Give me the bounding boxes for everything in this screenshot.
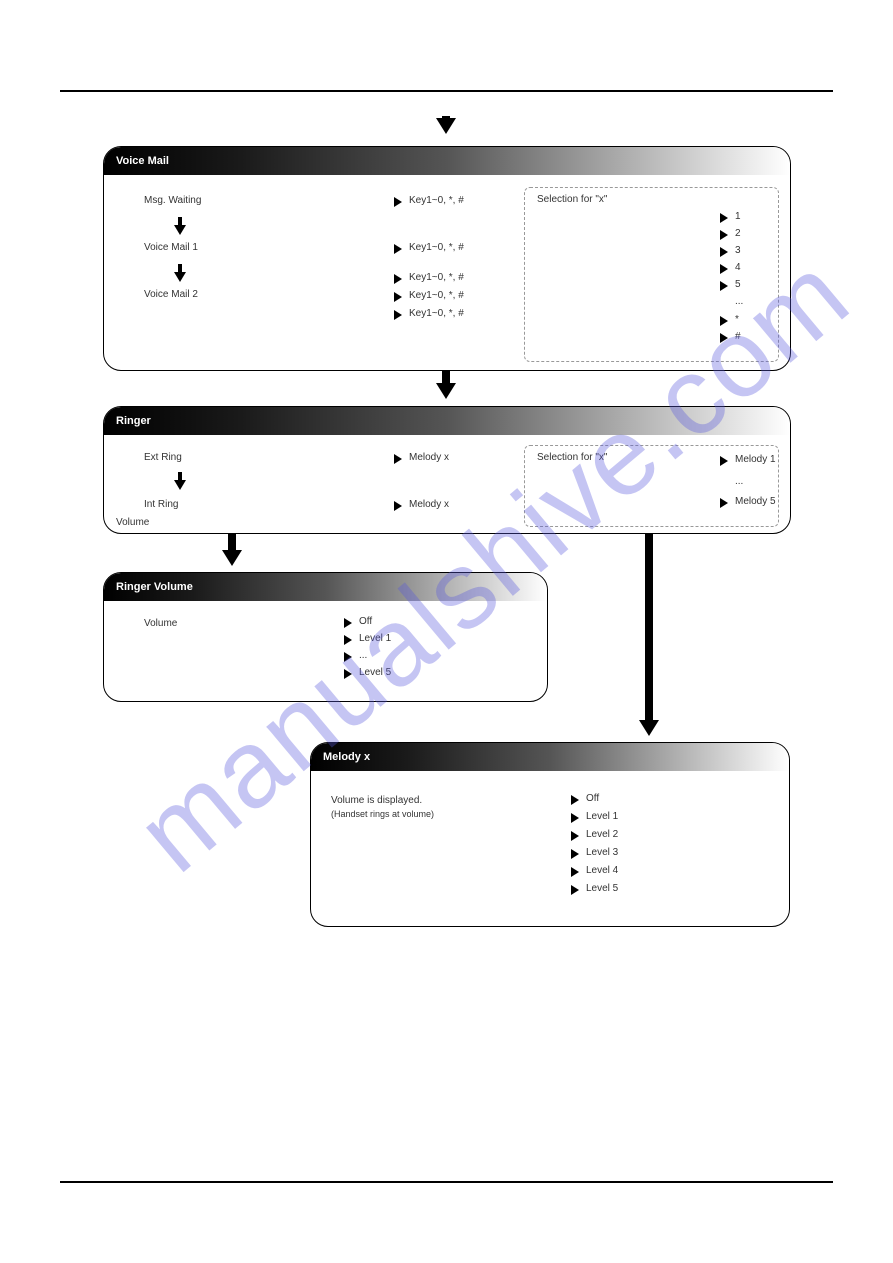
triangle-right-icon <box>720 247 728 257</box>
triangle-right-icon <box>571 795 579 805</box>
arrow-down-icon <box>174 272 186 282</box>
arrow-down-icon <box>436 118 456 134</box>
triangle-right-icon <box>720 333 728 343</box>
box-header: Ringer <box>104 407 790 435</box>
label: Int Ring <box>144 499 178 510</box>
label: Level 1 <box>586 811 618 822</box>
label: 1 <box>735 211 741 222</box>
triangle-right-icon <box>571 867 579 877</box>
label: * <box>735 314 739 325</box>
label: Level 2 <box>586 829 618 840</box>
dashed-panel: Selection for "x" Melody 1 ... Melody 5 <box>524 445 779 527</box>
label: Level 1 <box>359 633 391 644</box>
triangle-right-icon <box>571 885 579 895</box>
triangle-right-icon <box>344 652 352 662</box>
label: Melody x <box>409 452 449 463</box>
label: Level 4 <box>586 865 618 876</box>
triangle-right-icon <box>344 635 352 645</box>
label: Key1~0, *, # <box>409 242 464 253</box>
footer-rule <box>60 1181 833 1183</box>
melody-x-box: Melody x Volume is displayed. (Handset r… <box>310 742 790 927</box>
triangle-right-icon <box>720 264 728 274</box>
label: Volume <box>116 517 149 528</box>
arrow-down-icon <box>174 480 186 490</box>
label: Off <box>359 616 372 627</box>
label: ... <box>359 650 367 661</box>
box-header: Ringer Volume <box>104 573 547 601</box>
triangle-right-icon <box>344 618 352 628</box>
triangle-right-icon <box>720 316 728 326</box>
label: # <box>735 331 741 342</box>
label: Selection for "x" <box>537 452 607 463</box>
label: Off <box>586 793 599 804</box>
box-header: Voice Mail <box>104 147 790 175</box>
label: 5 <box>735 279 741 290</box>
arrow-down-icon <box>639 720 659 736</box>
triangle-right-icon <box>720 281 728 291</box>
label: ... <box>735 296 743 307</box>
triangle-right-icon <box>720 456 728 466</box>
label: Selection for "x" <box>537 194 607 205</box>
triangle-right-icon <box>344 669 352 679</box>
label: 2 <box>735 228 741 239</box>
label: Voice Mail 1 <box>144 242 198 253</box>
triangle-right-icon <box>394 292 402 302</box>
label: Level 3 <box>586 847 618 858</box>
ringer-box: Ringer Ext Ring Int Ring Melody x Melody… <box>103 406 791 534</box>
label: Key1~0, *, # <box>409 290 464 301</box>
triangle-right-icon <box>720 498 728 508</box>
label: (Handset rings at volume) <box>331 809 434 819</box>
triangle-right-icon <box>571 849 579 859</box>
triangle-right-icon <box>394 197 402 207</box>
label: ... <box>735 476 743 487</box>
label: Msg. Waiting <box>144 195 201 206</box>
label: Voice Mail 2 <box>144 289 198 300</box>
label: Melody 5 <box>735 496 776 507</box>
label: Ext Ring <box>144 452 182 463</box>
header-rule <box>60 90 833 92</box>
ringer-volume-box: Ringer Volume Volume Off Level 1 ... Lev… <box>103 572 548 702</box>
label: 3 <box>735 245 741 256</box>
triangle-right-icon <box>394 501 402 511</box>
triangle-right-icon <box>394 244 402 254</box>
label: Melody 1 <box>735 454 776 465</box>
dashed-panel: Selection for "x" 1 2 3 4 5 ... * # <box>524 187 779 362</box>
label: Level 5 <box>586 883 618 894</box>
label: Volume <box>144 618 177 629</box>
label: Melody x <box>409 499 449 510</box>
triangle-right-icon <box>720 230 728 240</box>
triangle-right-icon <box>571 831 579 841</box>
triangle-right-icon <box>394 454 402 464</box>
box-header: Melody x <box>311 743 789 771</box>
label: Volume is displayed. <box>331 795 422 806</box>
triangle-right-icon <box>394 274 402 284</box>
label: 4 <box>735 262 741 273</box>
triangle-right-icon <box>394 310 402 320</box>
arrow-down-icon <box>222 550 242 566</box>
connector <box>645 534 653 720</box>
triangle-right-icon <box>720 213 728 223</box>
triangle-right-icon <box>571 813 579 823</box>
arrow-down-icon <box>174 225 186 235</box>
label: Key1~0, *, # <box>409 272 464 283</box>
label: Key1~0, *, # <box>409 308 464 319</box>
page: Voice Mail Msg. Waiting Voice Mail 1 Voi… <box>0 0 893 1263</box>
arrow-down-icon <box>436 383 456 399</box>
label: Key1~0, *, # <box>409 195 464 206</box>
label: Level 5 <box>359 667 391 678</box>
voice-mail-box: Voice Mail Msg. Waiting Voice Mail 1 Voi… <box>103 146 791 371</box>
